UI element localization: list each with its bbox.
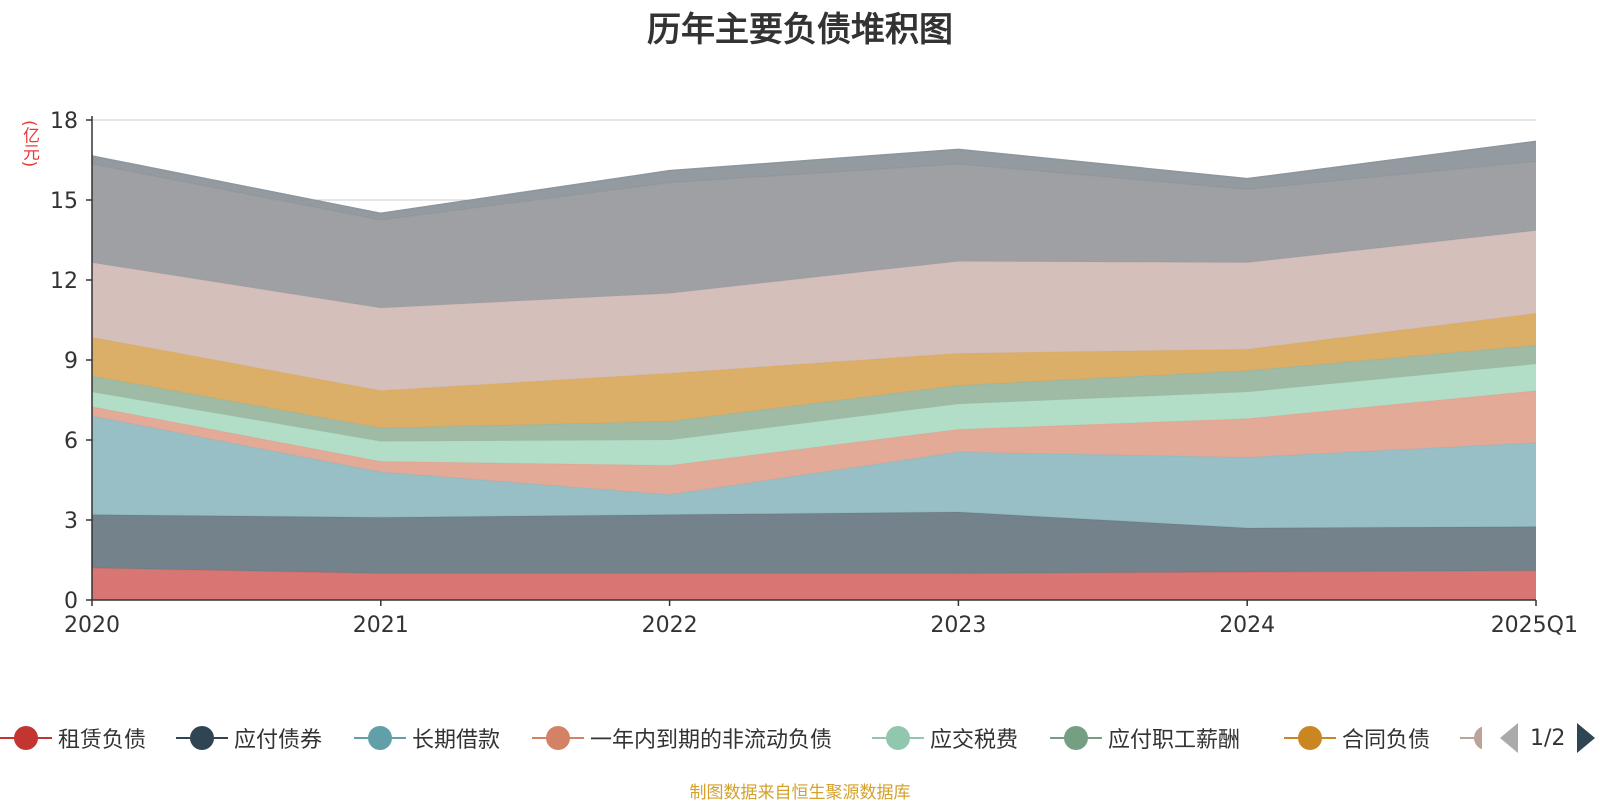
area-series-3 — [92, 390, 1536, 495]
legend-marker-icon — [1460, 724, 1482, 752]
x-tick-label: 2024 — [1219, 613, 1275, 638]
legend-marker-icon — [0, 724, 52, 752]
y-tick-label: 15 — [50, 189, 78, 214]
legend: 租赁负债 应付债券 长期借款 一年内到期的非流动负债 应交税费 应付职工薪酬 合同负债 — [0, 720, 1600, 756]
x-tick-label: 2022 — [642, 613, 698, 638]
area-series-line-9 — [91, 140, 1537, 215]
legend-item[interactable]: 应交税费 — [872, 720, 1018, 756]
area-series-4 — [92, 364, 1536, 466]
y-tick-label: 12 — [50, 269, 78, 294]
axes: 0 3 6 9 12 15 18 2020 2021 2022 2023 2024 2025Q1 — [50, 109, 1578, 638]
area-series-0 — [92, 568, 1536, 600]
legend-label: 应付债券 — [234, 728, 323, 753]
legend-marker-icon — [354, 724, 406, 752]
legend-pager: 1/2 — [1500, 720, 1596, 756]
legend-page-indicator: 1/2 — [1530, 725, 1566, 751]
legend-label: 应交税费 — [930, 728, 1019, 753]
x-tick-label: 2023 — [930, 613, 986, 638]
legend-next-page-icon[interactable] — [1577, 723, 1596, 753]
legend-item[interactable]: 长期借款 — [354, 720, 500, 756]
legend-marker-icon — [532, 724, 584, 752]
y-tick-label: 9 — [64, 349, 78, 374]
area-series-8 — [92, 161, 1536, 308]
legend-item-clipped — [1460, 720, 1482, 756]
x-tick-label: 2025Q1 — [1491, 613, 1578, 638]
legend-item[interactable]: 租赁负债 — [0, 720, 146, 756]
y-tick-label: 3 — [64, 509, 78, 534]
x-tick-label: 2020 — [64, 613, 120, 638]
stacked-areas — [91, 140, 1537, 600]
y-tick-label: 0 — [64, 589, 78, 614]
y-tick-label: 6 — [64, 429, 78, 454]
legend-marker-icon — [1050, 724, 1102, 752]
legend-label: 合同负债 — [1342, 728, 1431, 753]
chart-title: 历年主要负债堆积图 — [647, 10, 953, 50]
area-series-2 — [92, 416, 1536, 528]
legend-marker-icon — [1284, 724, 1336, 752]
legend-marker-icon — [872, 724, 924, 752]
area-series-1 — [92, 512, 1536, 574]
legend-label: 应付职工薪酬 — [1108, 728, 1241, 753]
legend-label: 长期借款 — [412, 728, 501, 753]
legend-prev-page-icon[interactable] — [1500, 723, 1518, 753]
legend-item[interactable]: 应付职工薪酬 — [1050, 720, 1240, 756]
y-axis-unit-label: (亿元) — [19, 120, 39, 168]
area-series-6 — [92, 313, 1536, 428]
legend-item[interactable]: 合同负债 — [1284, 720, 1430, 756]
legend-item[interactable]: 应付债券 — [176, 720, 322, 756]
y-tick-label: 18 — [50, 109, 78, 134]
legend-label: 一年内到期的非流动负债 — [590, 728, 833, 753]
legend-item[interactable]: 一年内到期的非流动负债 — [532, 720, 832, 756]
area-series-7 — [92, 230, 1536, 391]
data-source-note: 制图数据来自恒生聚源数据库 — [689, 783, 911, 803]
legend-label: 租赁负债 — [58, 728, 147, 753]
legend-marker-icon — [176, 724, 228, 752]
area-series-9 — [92, 141, 1536, 220]
x-tick-label: 2021 — [353, 613, 409, 638]
